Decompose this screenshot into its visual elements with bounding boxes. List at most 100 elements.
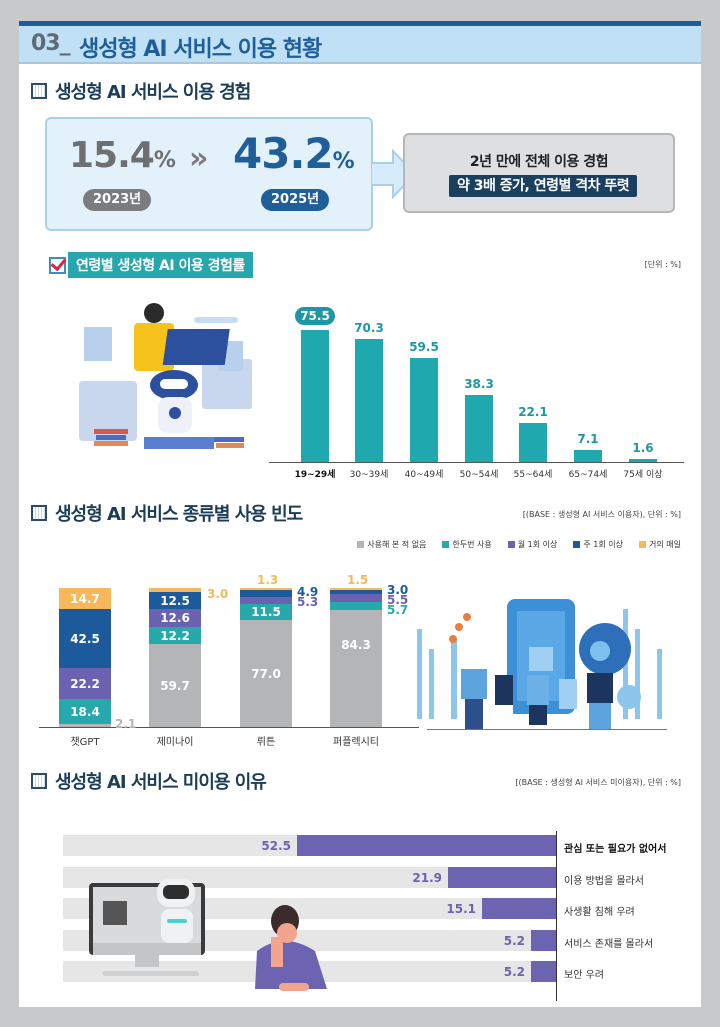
stat-2023: 15.4%	[69, 135, 176, 176]
outside-label: 3.0	[387, 583, 409, 597]
segment-weekly	[240, 590, 292, 597]
bar-50-54	[465, 395, 493, 462]
segment-never: 59.7	[149, 644, 201, 727]
y-axis	[556, 831, 557, 1001]
category-label: 75세 이상	[623, 470, 663, 480]
section2-heading: 생성형 AI 서비스 종류별 사용 빈도	[31, 501, 303, 525]
bar-value-label: 7.1	[577, 432, 599, 446]
segment-once-twice: 12.2	[149, 627, 201, 644]
section-box-icon	[31, 773, 47, 789]
title-band: 03_ 생성형 AI 서비스 이용 현황	[19, 26, 701, 64]
bar-value-label: 21.9	[412, 871, 442, 885]
segment-daily	[330, 588, 382, 590]
outside-label: 5.7	[387, 603, 409, 617]
bar-55-64	[519, 423, 547, 462]
bar-65-74	[574, 450, 602, 462]
stat-2025: 43.2%	[233, 129, 355, 178]
legend-swatch	[442, 541, 450, 548]
outside-label: 1.3	[257, 573, 279, 587]
category-label: 뤼튼	[256, 737, 276, 748]
segment-weekly	[330, 590, 382, 594]
section2-base-note: [(BASE : 생성형 AI 서비스 이용자), 단위 : %]	[522, 510, 681, 519]
section1-title: 생성형 AI 서비스 이용 경험	[55, 82, 251, 103]
section3-title: 생성형 AI 서비스 미이용 이유	[55, 772, 267, 793]
bar-dont-know-how	[448, 867, 556, 888]
segment-monthly: 12.6	[149, 609, 201, 627]
legend-swatch	[573, 541, 581, 548]
bar-unaware	[531, 930, 556, 951]
year-badge-2025: 2025년	[261, 189, 330, 211]
section3-base-note: [(BASE : 생성형 AI 서비스 미이용자), 단위 : %]	[515, 778, 681, 787]
outside-label: 5.5	[387, 593, 409, 607]
robot-thinking-man-illustration	[89, 879, 327, 991]
legend-item: 한두번 사용	[442, 539, 492, 550]
section2-title: 생성형 AI 서비스 종류별 사용 빈도	[55, 504, 303, 525]
segment-daily: 14.7	[59, 588, 111, 609]
stacked-bar-chart: 14.7 42.5 22.2 18.4 2.1 챗GPT 12.5 12.6 1…	[39, 574, 419, 771]
category-label: 65~74세	[568, 470, 608, 480]
category-label: 이용 방법을 몰라서	[564, 876, 644, 887]
bar-40-49	[410, 358, 438, 462]
category-label: 관심 또는 필요가 없어서	[564, 844, 667, 855]
bar-value-label: 5.2	[503, 934, 525, 948]
bar-value-label: 75.5	[295, 307, 335, 325]
bar-no-interest	[297, 835, 556, 856]
segment-never	[59, 724, 111, 727]
business-ai-illustration	[417, 599, 667, 730]
segment-never: 84.3	[330, 610, 382, 727]
category-label: 55~64세	[513, 470, 553, 480]
summary-line1: 2년 만에 전체 이용 경험	[469, 154, 609, 170]
bar-privacy	[482, 898, 556, 919]
stack-gemini: 12.5 12.6 12.2 59.7	[149, 588, 201, 727]
segment-never: 77.0	[240, 620, 292, 727]
segment-weekly: 42.5	[59, 609, 111, 668]
chevron-right-icon: »	[189, 141, 209, 176]
segment-once-twice	[330, 602, 382, 610]
category-label: 40~49세	[404, 470, 444, 480]
bar-security	[531, 961, 556, 982]
bar-value-label: 70.3	[354, 321, 384, 335]
category-label: 사생활 침해 우려	[564, 907, 635, 918]
outside-label: 5.3	[297, 595, 319, 609]
stack-wrtn: 11.5 77.0	[240, 588, 292, 727]
segment-once-twice: 18.4	[59, 699, 111, 724]
bar-value-label: 15.1	[446, 902, 476, 916]
category-label: 챗GPT	[70, 737, 100, 748]
age-chart-banner: 연령별 생성형 AI 이용 경험률	[49, 252, 253, 278]
outside-label: 2.1	[115, 717, 137, 731]
segment-monthly: 22.2	[59, 668, 111, 699]
x-axis	[269, 462, 684, 463]
bar-30-39	[355, 339, 383, 462]
age-chart-title: 연령별 생성형 AI 이용 경험률	[68, 252, 253, 278]
chart-legend: 사용해 본 적 없음 한두번 사용 월 1회 이상 주 1회 이상 거의 매일	[357, 539, 681, 550]
stack-chatgpt: 14.7 42.5 22.2 18.4	[59, 588, 111, 727]
infographic-page: 03_ 생성형 AI 서비스 이용 현황 생성형 AI 서비스 이용 경험 15…	[19, 21, 701, 1007]
category-label: 보안 우려	[564, 970, 604, 981]
bar-value-label: 1.6	[632, 441, 654, 455]
segment-daily	[149, 588, 201, 592]
category-label: 퍼플렉시티	[333, 737, 379, 748]
top-rule	[19, 21, 701, 26]
bar-value-label: 5.2	[503, 965, 525, 979]
unit-note: [단위 : %]	[644, 260, 681, 269]
legend-swatch	[357, 541, 365, 548]
summary-line2: 약 3배 증가, 연령별 격차 뚜렷	[449, 175, 638, 197]
outside-label: 4.9	[297, 585, 319, 599]
legend-item: 월 1회 이상	[507, 539, 557, 550]
category-label: 서비스 존재를 몰라서	[564, 939, 654, 950]
bar-value-label: 59.5	[409, 340, 439, 354]
stat-comparison-box: 15.4% » 43.2% 2023년 2025년	[45, 117, 373, 231]
segment-weekly: 12.5	[149, 592, 201, 609]
section3-heading: 생성형 AI 서비스 미이용 이유	[31, 769, 267, 793]
legend-swatch	[639, 541, 647, 548]
x-axis	[39, 727, 419, 728]
bar-value-label: 38.3	[464, 377, 494, 391]
section1-heading: 생성형 AI 서비스 이용 경험	[31, 79, 251, 103]
legend-item: 사용해 본 적 없음	[357, 539, 426, 550]
section-number: 03_	[31, 31, 71, 56]
bar-75-plus	[629, 459, 657, 462]
segment-monthly	[240, 597, 292, 604]
legend-item: 주 1회 이상	[573, 539, 623, 550]
category-label: 30~39세	[349, 470, 389, 480]
woman-robot-illustration	[79, 303, 252, 449]
